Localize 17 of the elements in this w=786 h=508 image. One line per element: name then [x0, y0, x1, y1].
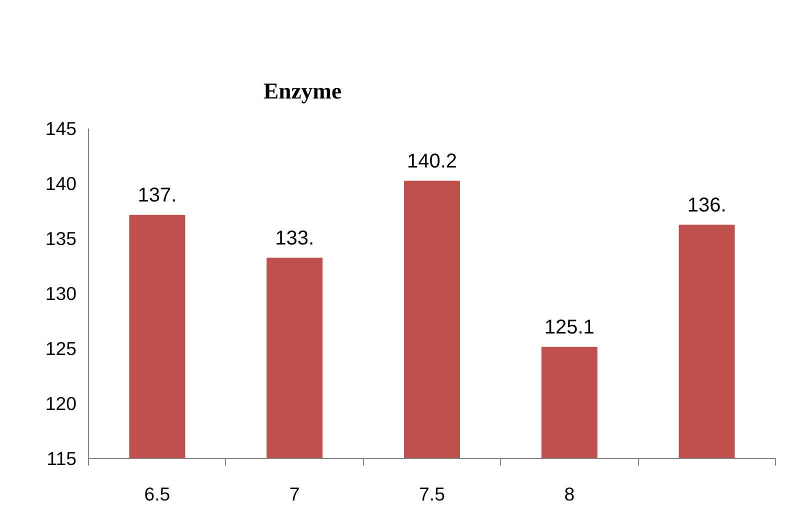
y-tick-label: 145 [45, 118, 77, 139]
x-tick-label: 7 [289, 484, 300, 504]
y-tick-label: 120 [45, 393, 77, 414]
data-label: 137. [138, 184, 177, 206]
x-tick-label: 6.5 [144, 484, 170, 504]
y-tick-label: 135 [45, 228, 77, 249]
y-tick-label: 140 [45, 173, 77, 194]
x-tick-label: 7.5 [419, 484, 445, 504]
data-label: 133. [275, 227, 314, 250]
data-label: 125.1 [544, 316, 594, 338]
x-tick-label: 8 [564, 484, 575, 504]
chart-title: Enzyme [264, 78, 342, 104]
y-tick-label: 125 [45, 338, 77, 359]
y-tick-label: 130 [45, 283, 77, 304]
data-label: 136. [687, 194, 726, 216]
y-tick-label: 115 [46, 448, 77, 469]
data-label: 140.2 [406, 150, 458, 172]
